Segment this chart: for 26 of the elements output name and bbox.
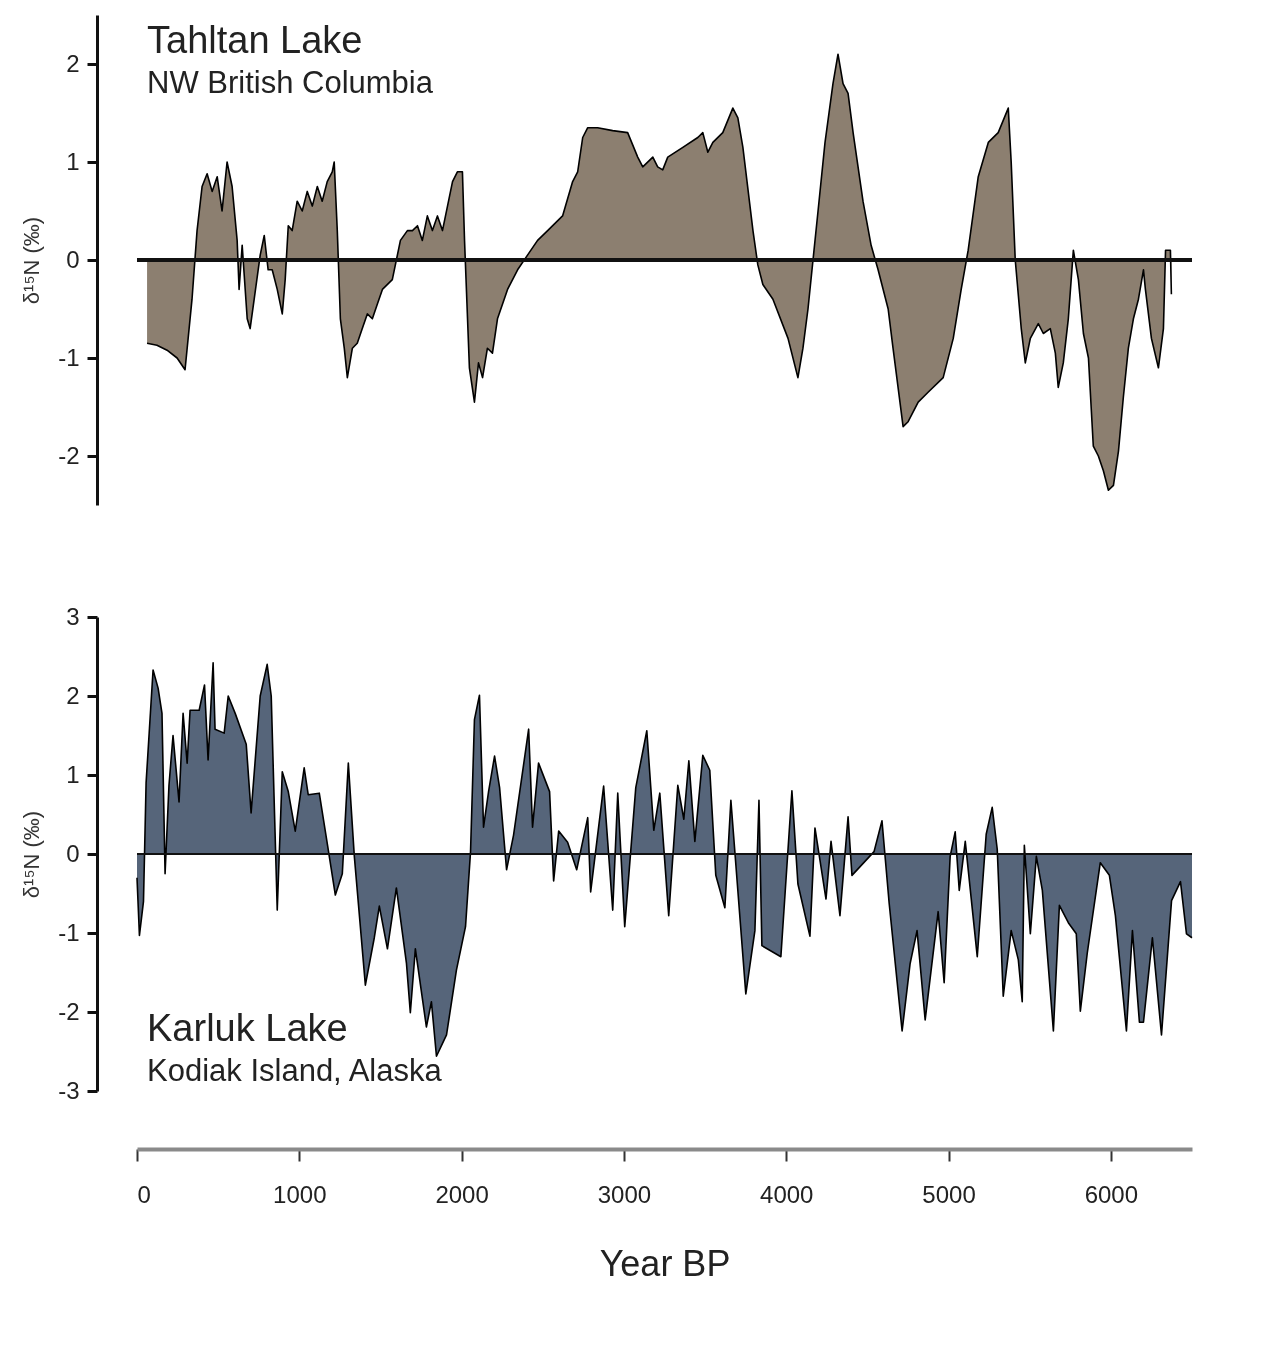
y-tick-label: 1 xyxy=(66,760,80,788)
y-tick-label: 2 xyxy=(66,681,80,709)
x-tick-label: 6000 xyxy=(1084,1180,1139,1208)
x-axis-title: Year BP xyxy=(599,1242,731,1284)
x-tick-label: 0 xyxy=(137,1180,151,1208)
y-tick-label: 3 xyxy=(66,602,80,630)
y-tick-label: -2 xyxy=(58,997,80,1025)
y-tick-label: 1 xyxy=(66,147,80,175)
y-tick-label: 2 xyxy=(66,49,80,77)
y-tick-label: -3 xyxy=(58,1076,80,1104)
x-tick-label: 1000 xyxy=(273,1180,327,1208)
x-tick-label: 5000 xyxy=(922,1180,976,1208)
y-tick-label: 0 xyxy=(66,245,80,273)
text: Karluk Lake xyxy=(147,1007,348,1049)
x-tick-label: 3000 xyxy=(597,1180,652,1208)
text: Kodiak Island, Alaska xyxy=(147,1053,443,1088)
y-axis-title: δ¹⁵N (‰) xyxy=(19,216,45,305)
y-tick-label: 0 xyxy=(66,839,80,867)
text: NW British Columbia xyxy=(147,65,434,100)
x-tick-label: 4000 xyxy=(760,1180,814,1208)
y-axis-title: δ¹⁵N (‰) xyxy=(19,810,45,899)
chart-title: Tahltan Lake xyxy=(147,19,363,61)
y-tick-label: -2 xyxy=(58,441,80,469)
x-tick-label: 2000 xyxy=(435,1180,489,1208)
y-tick-label: -1 xyxy=(58,343,80,371)
y-tick-label: -1 xyxy=(58,918,80,946)
